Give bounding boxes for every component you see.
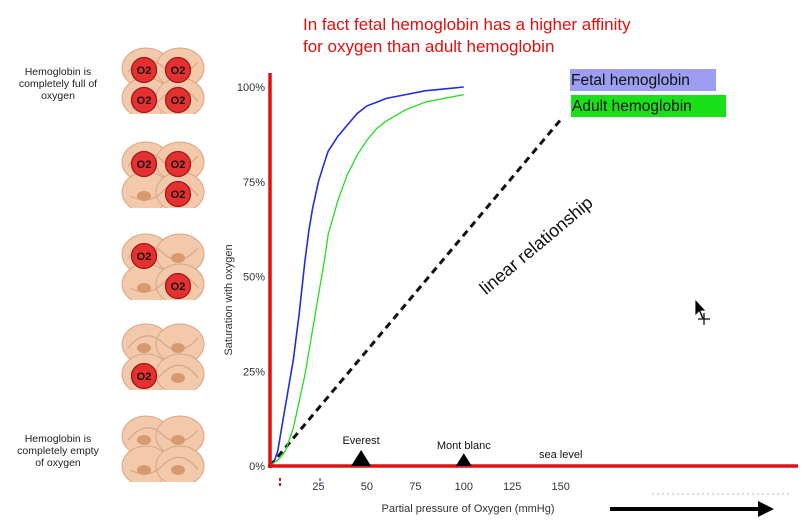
adult-hemoglobin-curve bbox=[269, 93, 464, 467]
oxygen-label: O2 bbox=[137, 371, 152, 383]
altitude-marker-triangle bbox=[455, 453, 472, 466]
empty-heme-site bbox=[171, 435, 185, 445]
x-tick-label: 125 bbox=[503, 481, 521, 493]
hemoglobin-molecule bbox=[121, 415, 205, 482]
x-tick-label: 100 bbox=[455, 481, 473, 493]
label-empty-line-2: completely empty bbox=[17, 445, 99, 457]
empty-heme-site bbox=[137, 465, 151, 475]
legend-fetal-hemoglobin: Fetal hemoglobin bbox=[570, 69, 716, 91]
empty-heme-site bbox=[137, 435, 151, 445]
oxygen-label: O2 bbox=[137, 65, 152, 77]
oxygen-molecule bbox=[130, 56, 158, 84]
fetal-hemoglobin-curve bbox=[269, 86, 464, 467]
oxygen-molecule bbox=[164, 272, 192, 300]
x-tick-label: 25 bbox=[312, 481, 324, 493]
y-axis-label: Saturation with oxygen bbox=[223, 244, 235, 355]
altitude-marker-triangle bbox=[351, 450, 372, 466]
hemoglobin-molecule: O2 bbox=[121, 323, 205, 390]
oxygen-label: O2 bbox=[171, 189, 186, 201]
oxygen-label: O2 bbox=[137, 159, 152, 171]
oxygen-label: O2 bbox=[137, 95, 152, 107]
hemoglobin-molecule: O2 O2 O2 bbox=[121, 141, 205, 208]
x-axis-label: Partial pressure of Oxygen (mmHg) bbox=[382, 503, 555, 515]
protein-fold-line bbox=[127, 335, 199, 351]
oxygen-molecule bbox=[164, 150, 192, 178]
legend-box bbox=[571, 95, 726, 117]
y-tick-label: 50% bbox=[243, 272, 265, 284]
oxygen-label: O2 bbox=[137, 251, 152, 263]
empty-heme-site bbox=[171, 343, 185, 353]
oxygen-molecule bbox=[130, 150, 158, 178]
label-completely-full: Hemoglobin is completely full of oxygen bbox=[6, 66, 110, 102]
altitude-marker-label: Mont blanc bbox=[437, 440, 491, 452]
headline-line-2: for oxygen than adult hemoglobin bbox=[303, 37, 555, 56]
altitude-marker: Everest bbox=[342, 435, 380, 466]
hemoglobin-molecule: O2 O2 bbox=[121, 233, 205, 300]
y-tick-label: 75% bbox=[243, 177, 265, 189]
globin-subunit bbox=[155, 445, 205, 482]
protein-fold-line bbox=[127, 427, 199, 443]
linear-relationship-line bbox=[268, 116, 564, 467]
label-full-line-1: Hemoglobin is bbox=[24, 66, 92, 78]
empty-heme-site bbox=[171, 253, 185, 263]
increasing-pressure-arrowhead bbox=[758, 501, 774, 517]
x-tick-label: 75 bbox=[409, 481, 421, 493]
y-tick-label: 25% bbox=[243, 366, 265, 378]
empty-heme-site bbox=[171, 373, 185, 383]
empty-heme-site bbox=[171, 465, 185, 475]
x-tick-label: 150 bbox=[552, 481, 570, 493]
altitude-marker: sea level bbox=[539, 449, 582, 461]
legend-label: Adult hemoglobin bbox=[572, 98, 692, 115]
oxygen-molecule bbox=[130, 86, 158, 114]
altitude-marker: Mont blanc bbox=[437, 440, 491, 466]
empty-heme-site bbox=[137, 191, 151, 201]
legend-box bbox=[570, 69, 716, 91]
oxygen-molecule bbox=[130, 242, 158, 270]
label-empty-line-3: of oxygen bbox=[35, 457, 81, 469]
label-full-line-2: completely full of bbox=[18, 78, 98, 90]
y-tick-label: 100% bbox=[237, 82, 265, 94]
label-completely-empty: Hemoglobin is completely empty of oxygen bbox=[6, 433, 110, 469]
oxygen-molecule bbox=[164, 56, 192, 84]
legend-label: Fetal hemoglobin bbox=[571, 72, 690, 89]
headline-line-1: In fact fetal hemoglobin has a higher af… bbox=[303, 15, 631, 34]
altitude-marker-label: sea level bbox=[539, 449, 582, 461]
y-tick-label: 0% bbox=[249, 461, 265, 473]
x-tick-label: 50 bbox=[361, 481, 373, 493]
linear-relationship-label: linear relationship bbox=[476, 192, 597, 298]
oxygen-label: O2 bbox=[171, 159, 186, 171]
oxygen-molecule bbox=[130, 362, 158, 390]
oxygen-label: O2 bbox=[171, 95, 186, 107]
empty-heme-site bbox=[137, 343, 151, 353]
headline: In fact fetal hemoglobin has a higher af… bbox=[303, 14, 723, 58]
oxygen-label: O2 bbox=[171, 65, 186, 77]
altitude-marker-label: Everest bbox=[342, 435, 379, 447]
oxygen-molecule bbox=[164, 86, 192, 114]
label-full-line-3: oxygen bbox=[41, 90, 75, 102]
oxygen-label: O2 bbox=[171, 281, 186, 293]
oxygen-molecule bbox=[164, 180, 192, 208]
hemoglobin-molecule: O2 O2 O2 O2 bbox=[121, 47, 205, 114]
empty-heme-site bbox=[137, 283, 151, 293]
move-cursor-icon bbox=[694, 297, 710, 325]
label-empty-line-1: Hemoglobin is bbox=[24, 433, 92, 445]
legend-adult-hemoglobin: Adult hemoglobin bbox=[571, 95, 726, 117]
